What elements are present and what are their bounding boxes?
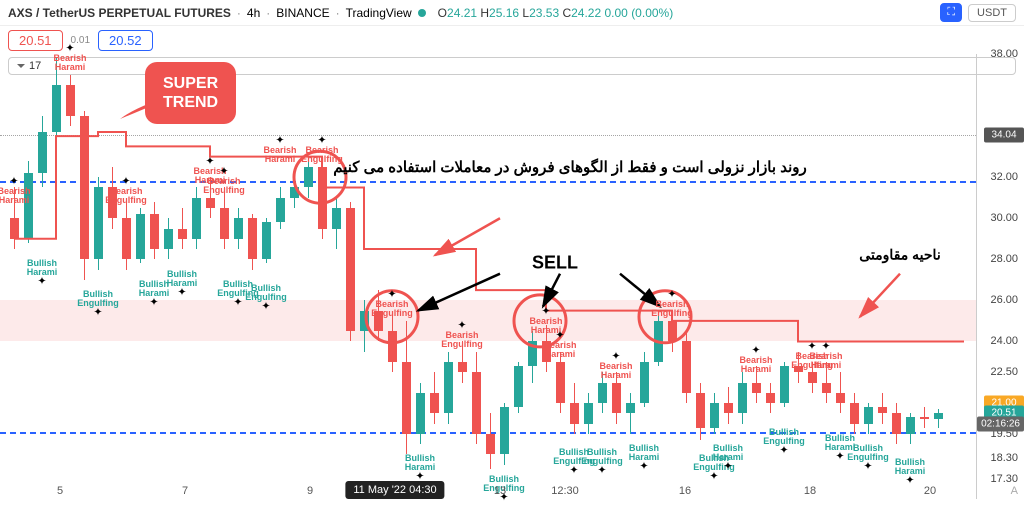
chart-area[interactable]: BearishHarami✦BearishHarami✦BullishHaram… (0, 54, 976, 499)
ask-box[interactable]: 20.52 (98, 30, 153, 51)
y-axis[interactable]: 38.0034.0432.0030.0028.0026.0024.0022.50… (976, 54, 1024, 499)
bid-box[interactable]: 20.51 (8, 30, 63, 51)
chart-header: AXS / TetherUS PERPETUAL FUTURES · 4h · … (0, 0, 1024, 26)
timeframe[interactable]: 4h (247, 6, 260, 20)
provider: TradingView (346, 6, 412, 20)
symbol[interactable]: AXS / TetherUS PERPETUAL FUTURES (8, 6, 231, 20)
status-dot (418, 9, 426, 17)
quote-currency[interactable]: USDT (968, 4, 1016, 22)
ohlc-readout: O24.21 H25.16 L23.53 C24.22 0.00 (0.00%) (438, 6, 674, 20)
price-row: 20.51 0.01 20.52 (0, 26, 1024, 55)
exchange: BINANCE (276, 6, 329, 20)
settings-icon[interactable]: ⛶ (940, 3, 962, 22)
